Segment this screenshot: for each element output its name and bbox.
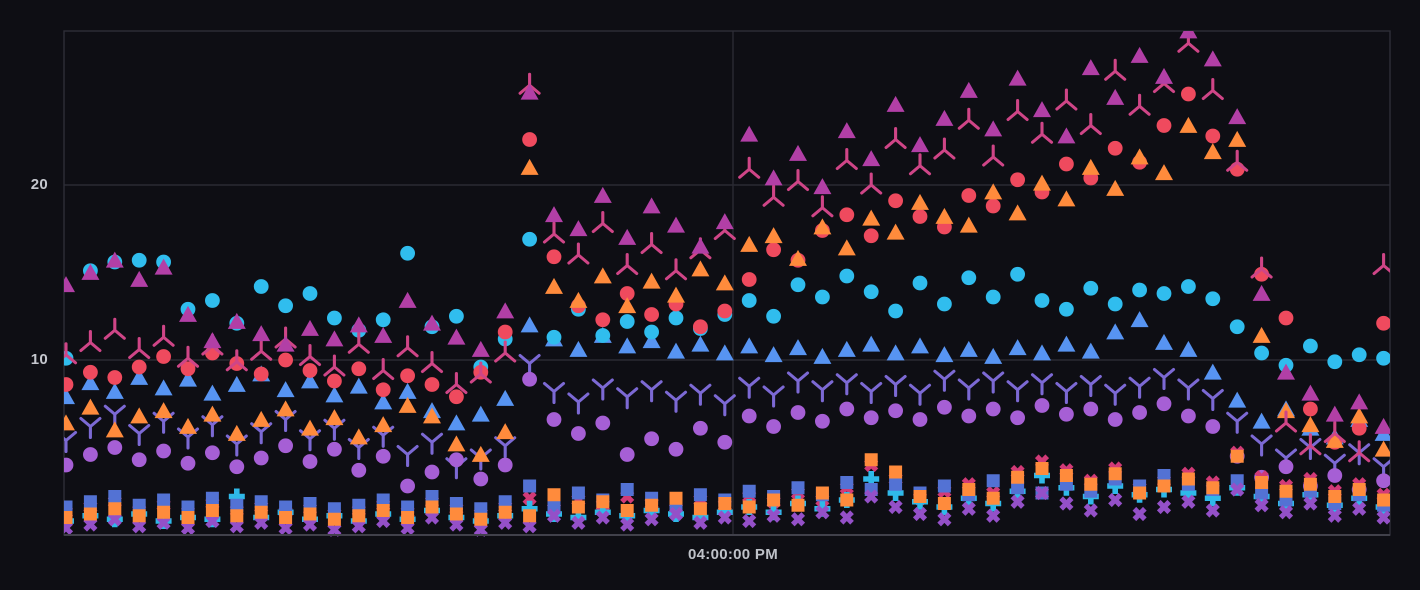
series-triangle-up bbox=[64, 116, 1390, 462]
series-x bbox=[64, 482, 1390, 537]
series-square bbox=[64, 449, 1390, 526]
series-triangle-up bbox=[64, 31, 1390, 434]
x-axis-tick-label: 04:00:00 PM bbox=[687, 546, 778, 563]
series-circle bbox=[64, 86, 1390, 450]
series-y-down bbox=[64, 31, 1390, 463]
y-axis-tick-label: 10 bbox=[30, 351, 48, 368]
series-y-up bbox=[64, 353, 1390, 480]
y-axis-tick-label: 20 bbox=[30, 176, 48, 193]
